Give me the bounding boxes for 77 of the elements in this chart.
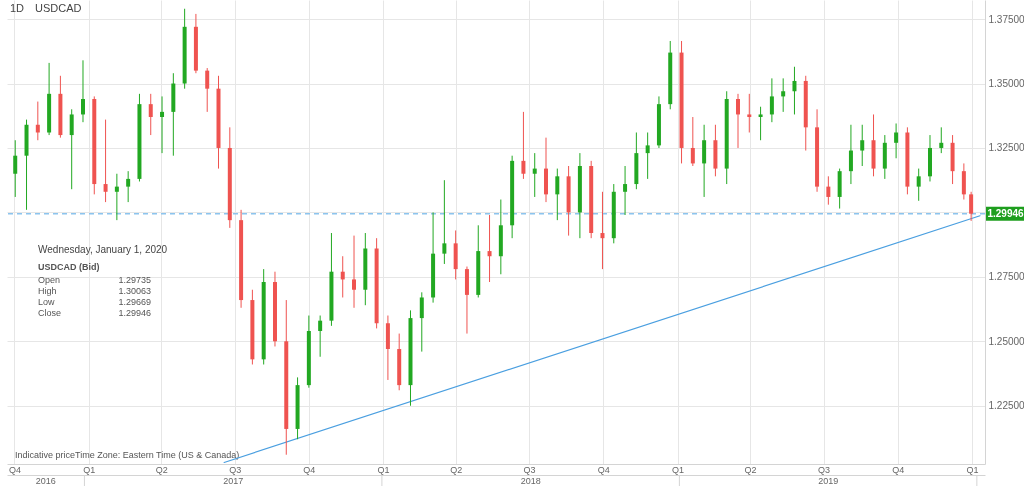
candlestick (419, 291, 424, 353)
candlestick (702, 124, 707, 198)
candlestick (352, 235, 357, 309)
x2-tick-label: 2019 (818, 475, 839, 486)
candlestick (318, 315, 323, 358)
chart-title: USDCAD (35, 2, 82, 14)
annotation: 1.30063 (118, 286, 151, 296)
y-tick-label: 1.32500 (988, 142, 1024, 154)
candlestick (690, 116, 695, 167)
annotation: 1.29669 (118, 297, 151, 307)
x2-tick-label: 2017 (223, 475, 244, 486)
annotation: 1.29735 (118, 275, 151, 285)
annotation: 1D (10, 2, 25, 14)
x-tick-label: Q4 (8, 464, 21, 475)
candlestick (961, 162, 966, 201)
y-tick-label: 1.25000 (988, 335, 1024, 347)
candlestick (80, 59, 85, 123)
annotation: Close (38, 308, 62, 318)
x-tick-label: Q2 (744, 464, 757, 475)
candlestick (532, 152, 537, 198)
x-tick-label: Q3 (523, 464, 536, 475)
candlestick (792, 66, 797, 115)
candlestick (114, 173, 119, 221)
y-tick-label: 1.37500 (988, 13, 1024, 25)
candlestick (848, 124, 853, 185)
candlestick (442, 179, 447, 265)
y-tick-label: 1.35000 (988, 78, 1024, 90)
candlestick (826, 175, 831, 206)
annotation: USDCAD (Bid) (38, 262, 100, 272)
x-tick-label: Q4 (303, 464, 316, 475)
candlestick (600, 191, 605, 270)
annotation: Indicative price (15, 450, 76, 460)
x-tick-label: Q1 (966, 464, 979, 475)
ref-line-label: 1.29946 (987, 207, 1024, 219)
candlestick (69, 108, 74, 190)
candlestick (35, 101, 40, 141)
candlestick (916, 168, 921, 202)
x2-tick-label: 2018 (520, 475, 541, 486)
candlestick (645, 132, 650, 180)
candlestick (160, 95, 165, 154)
y-tick-label: 1.22500 (988, 400, 1024, 412)
candlestick (555, 168, 560, 221)
y-tick-label: 1.27500 (988, 271, 1024, 283)
annotation: Open (38, 275, 61, 285)
candlestick (939, 126, 944, 154)
annotation: Wednesday, January 1, 2020 (38, 244, 168, 255)
annotation: Time Zone: Eastern Time (US & Canada) (75, 450, 240, 460)
candlestick (736, 93, 740, 149)
candlestick (13, 139, 18, 198)
candlestick (103, 119, 108, 203)
candlestick (758, 106, 763, 141)
candlestick (487, 214, 492, 283)
annotation: Low (38, 297, 56, 307)
candlestick (148, 93, 153, 136)
candlestick (894, 122, 899, 159)
annotation: 1.29946 (118, 308, 151, 318)
x-tick-label: Q4 (597, 464, 610, 475)
x-tick-label: Q3 (818, 464, 831, 475)
x-tick-label: Q1 (377, 464, 390, 475)
x-tick-label: Q1 (671, 464, 685, 475)
candlestick (860, 124, 865, 167)
candlestick (781, 77, 786, 113)
candlestick (205, 67, 210, 113)
annotation: High (38, 286, 57, 296)
candlestick (126, 170, 131, 203)
candlestick (969, 191, 974, 222)
x-tick-label: Q4 (892, 464, 905, 475)
x-tick-label: Q3 (229, 464, 242, 475)
candlestick (769, 77, 774, 123)
x-tick-label: Q2 (155, 464, 168, 475)
x-tick-label: Q1 (83, 464, 96, 475)
candlestick (340, 255, 345, 298)
candlestick (747, 93, 752, 133)
x2-tick-label: 2016 (35, 475, 56, 486)
x-tick-label: Q2 (450, 464, 463, 475)
candlestick (623, 165, 628, 216)
candlestick (521, 111, 526, 180)
